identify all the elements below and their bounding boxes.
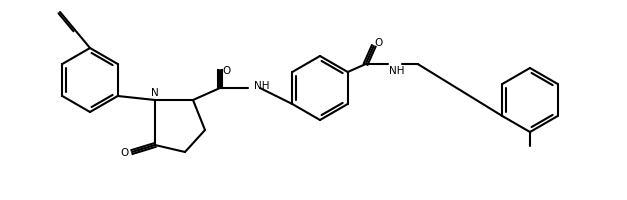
Text: O: O	[374, 38, 383, 48]
Text: N: N	[151, 88, 159, 98]
Text: NH: NH	[254, 81, 270, 91]
Text: O: O	[120, 147, 128, 157]
Text: NH: NH	[389, 66, 404, 76]
Text: O: O	[223, 66, 231, 76]
